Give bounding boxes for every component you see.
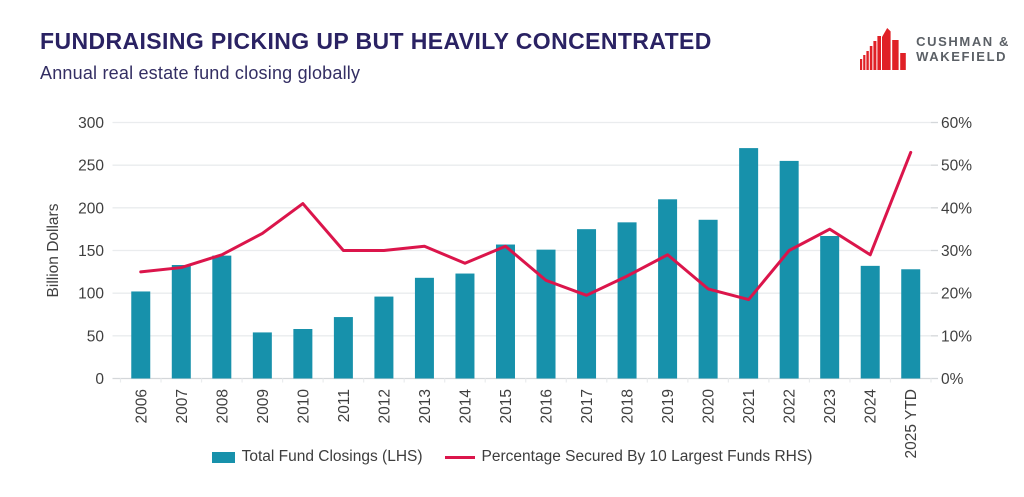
right-axis-tick-label: 30% [941,243,972,260]
x-axis-label-2006: 2006 [133,389,150,423]
logo-bar [863,55,866,70]
x-axis-label-2022: 2022 [782,389,799,423]
logo-bar [892,40,899,70]
x-axis-label-2014: 2014 [457,389,474,424]
percentage-line [139,150,913,302]
right-axis-tick-label: 60% [941,115,972,132]
logo-bar [860,59,863,70]
x-axis-label-2023: 2023 [822,389,839,423]
x-axis-label-2010: 2010 [295,389,312,424]
bar-2014 [455,273,475,379]
left-axis-tick-label: 150 [78,243,104,260]
page-subtitle: Annual real estate fund closing globally [40,63,361,83]
left-axis-tick-label: 100 [78,286,104,303]
x-axis-label-2018: 2018 [620,389,637,423]
x-axis-label-2016: 2016 [539,389,556,423]
logo-bar [869,46,873,70]
legend-item-total-fund-closings: Total Fund Closings (LHS) [211,448,423,466]
legend-line-swatch-icon [444,455,475,459]
x-axis-label-2025-ytd: 2025 YTD [903,389,920,459]
bar-2023 [820,235,840,379]
bar-2018 [617,222,637,379]
logo-bar [900,53,906,70]
x-axis-label-2008: 2008 [214,389,231,423]
bar-2019 [658,199,678,379]
left-axis-tick-label: 250 [78,158,104,175]
bar-2011 [333,317,353,379]
x-axis-label-2015: 2015 [498,389,515,423]
bar-2012 [374,296,394,379]
logo-bar [866,51,869,70]
cushman-wakefield-logo-icon [860,28,906,70]
bar-2013 [414,277,434,379]
left-axis-tick-label: 50 [87,328,105,345]
bar-2022 [779,160,799,379]
x-axis-label-2017: 2017 [579,389,596,423]
x-axis-label-2021: 2021 [741,389,758,423]
legend-label: Total Fund Closings (LHS) [241,448,423,465]
bar-2007 [171,265,191,379]
bar-2025-ytd [901,269,921,379]
page-title: FUNDRAISING PICKING UP BUT HEAVILY CONCE… [40,28,712,54]
left-axis-tick-label: 0 [95,371,104,388]
x-axis-label-2012: 2012 [376,389,393,423]
left-axis-title: Billion Dollars [45,203,62,297]
bar-2006 [131,291,151,379]
bar-2010 [293,329,313,379]
x-axis-label-2013: 2013 [417,389,434,423]
right-axis-tick-label: 40% [941,200,972,217]
left-axis-tick-label: 300 [78,115,104,132]
bar-2020 [698,219,718,379]
x-axis-label-2020: 2020 [701,389,718,424]
legend-label: Percentage Secured By 10 Largest Funds R… [481,448,813,465]
logo-bar [877,36,882,70]
right-axis-tick-label: 10% [941,328,972,345]
bar-2017 [577,229,597,379]
bar-2009 [252,332,272,379]
cushman-wakefield-logo: CUSHMAN & WAKEFIELD [860,28,1010,70]
x-axis-label-2011: 2011 [336,389,353,422]
left-axis-tick-label: 200 [78,200,104,217]
logo-peak [882,28,891,70]
bar-2021 [739,148,759,379]
logo-text-line2: WAKEFIELD [916,49,1008,64]
x-axis-label-2009: 2009 [255,389,272,423]
bar-2008 [212,255,232,379]
legend-bar-swatch-icon [211,451,235,463]
legend-item-percentage-secured: Percentage Secured By 10 Largest Funds R… [444,448,813,466]
logo-text-line1: CUSHMAN & [916,34,1010,49]
bar-2016 [536,249,556,379]
x-axis-label-2007: 2007 [174,389,191,423]
right-axis-tick-label: 0% [941,371,964,388]
logo-bar [873,41,877,70]
bar-2024 [860,265,880,379]
chart-legend: Total Fund Closings (LHS) Percentage Sec… [0,448,1024,466]
x-axis-label-2024: 2024 [863,389,880,424]
right-axis-tick-label: 20% [941,286,972,303]
x-axis-label-2019: 2019 [660,389,677,423]
cushman-wakefield-logo-text: CUSHMAN & WAKEFIELD [916,34,1010,64]
right-axis-tick-label: 50% [941,158,972,175]
bar-2015 [495,244,515,379]
